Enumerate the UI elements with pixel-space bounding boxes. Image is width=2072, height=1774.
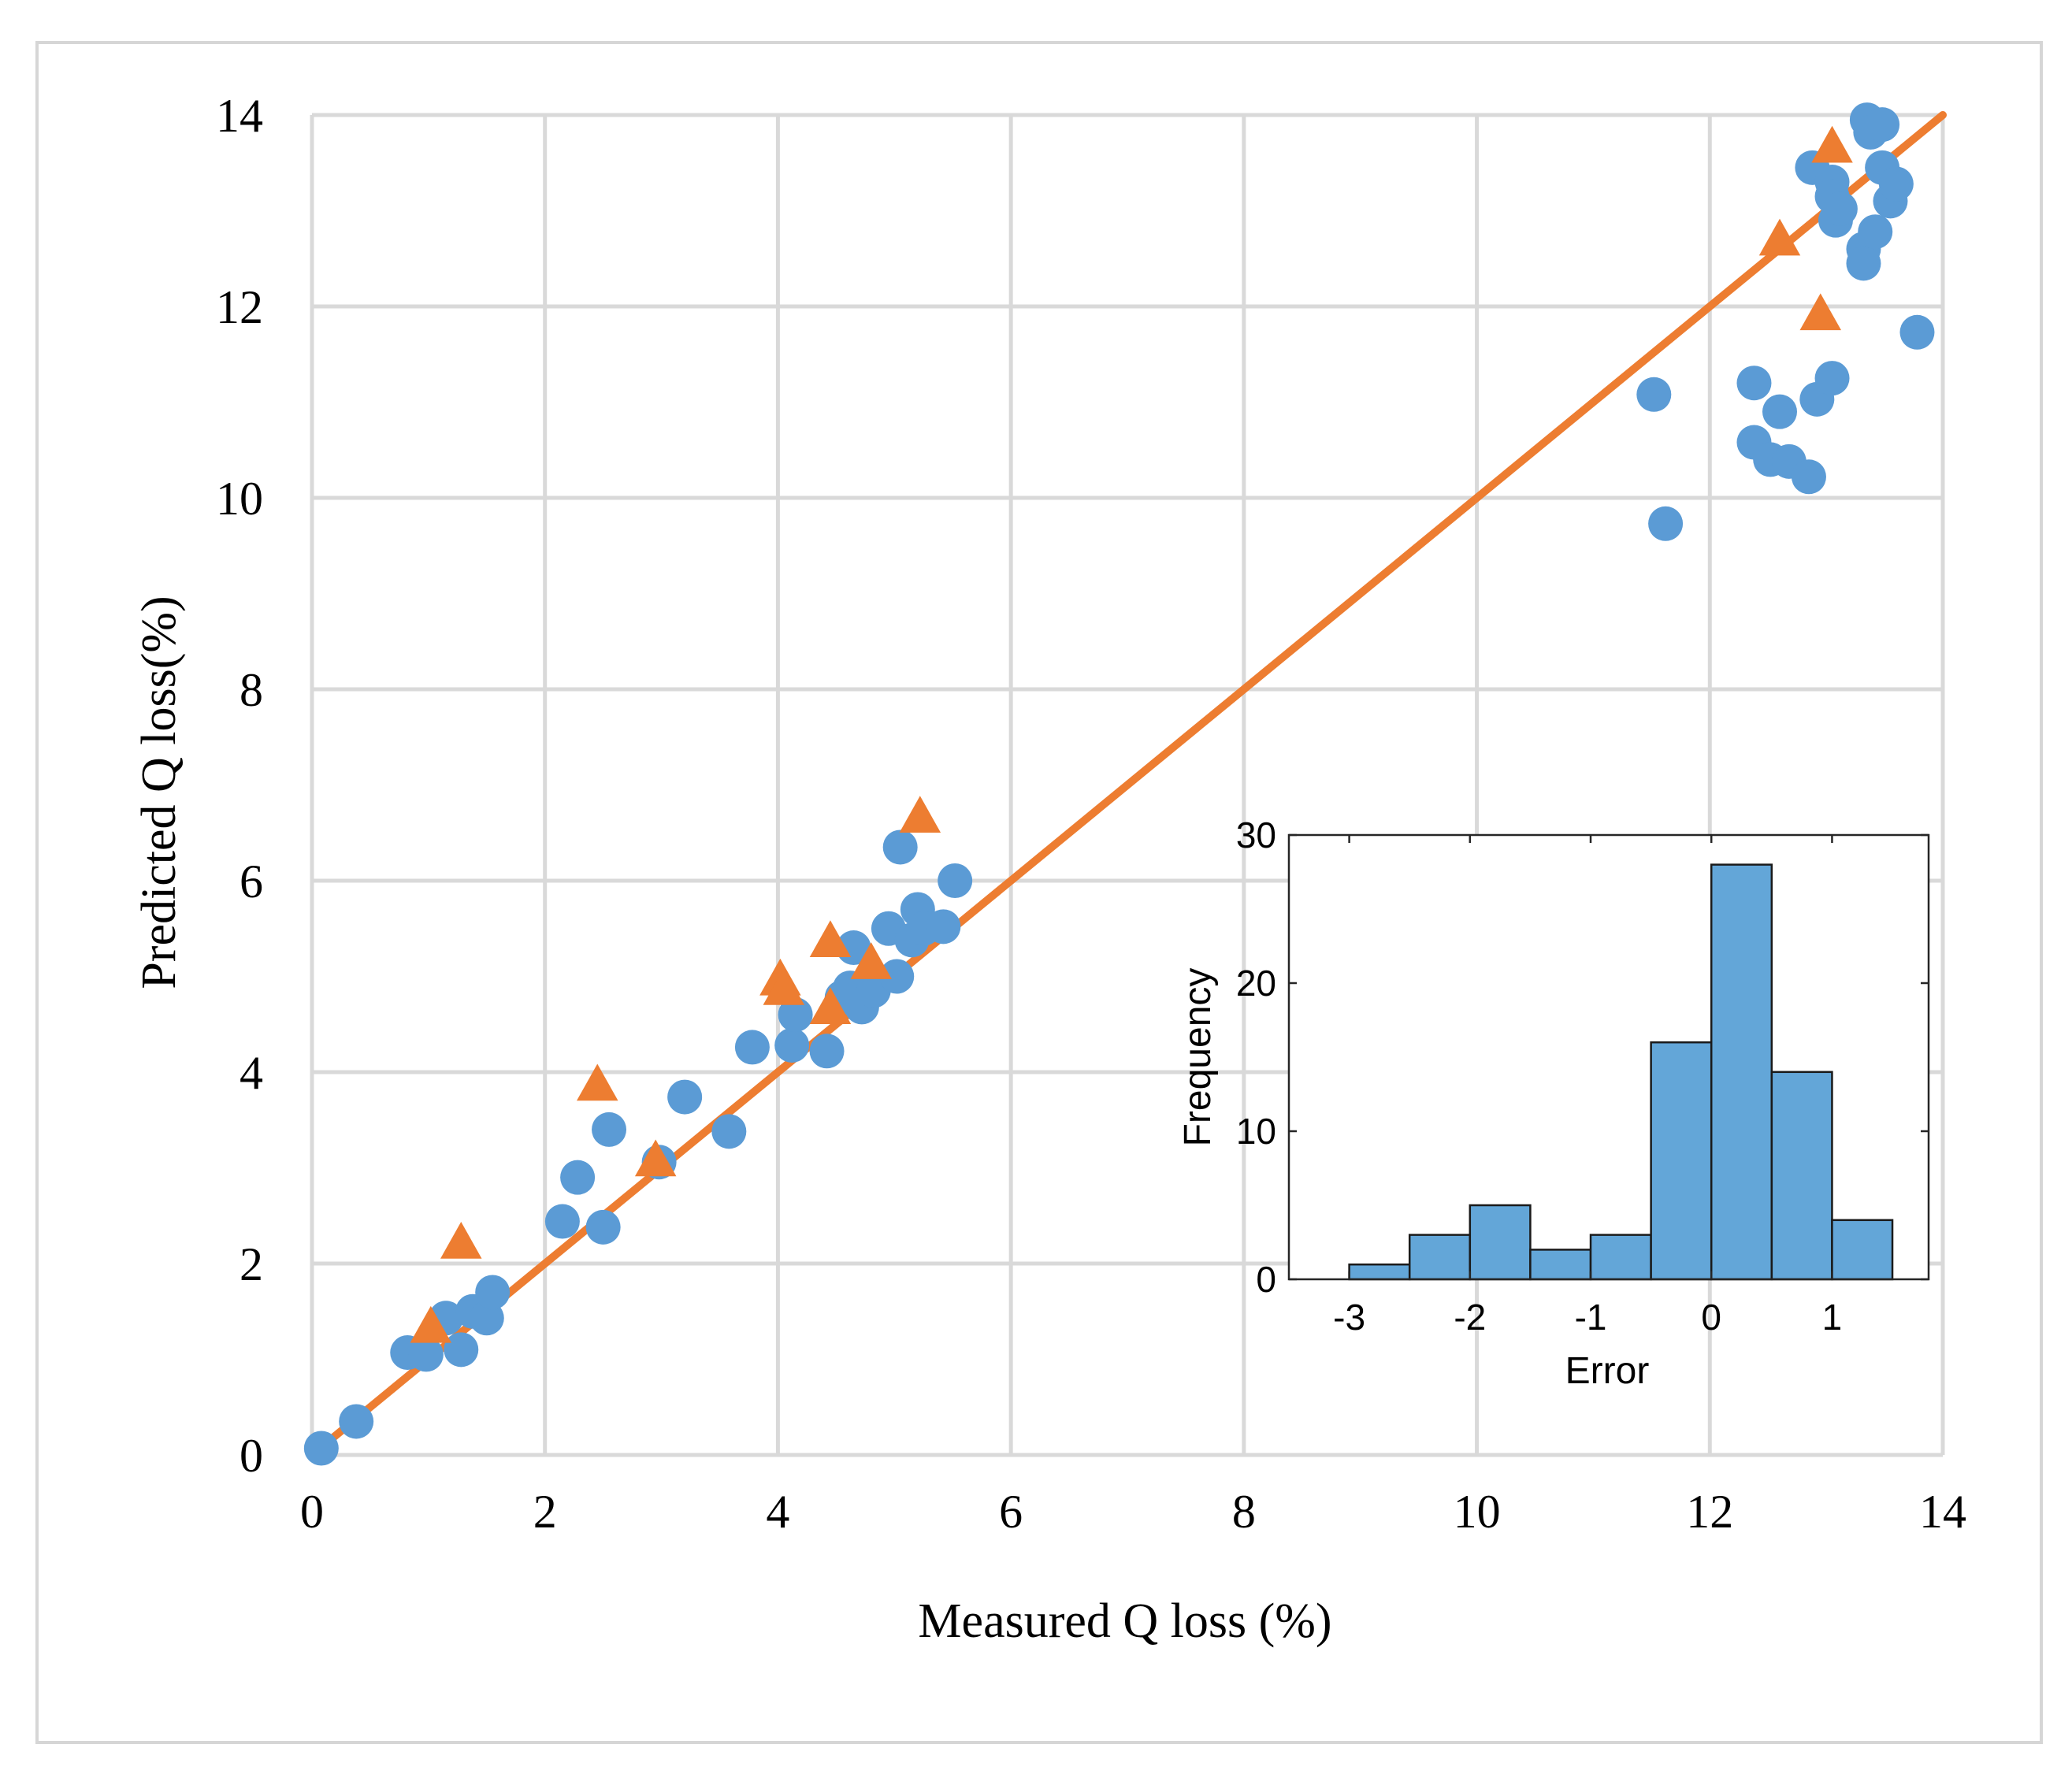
- circle-point: [809, 1034, 845, 1069]
- main-x-tick-label: 14: [1919, 1486, 1966, 1538]
- circle-point: [408, 1337, 444, 1372]
- inset-y-tick-label: 10: [1236, 1111, 1276, 1152]
- reference-line: [308, 111, 1947, 1459]
- inset-x-tick-label: 0: [1701, 1297, 1721, 1338]
- main-y-tick-label: 4: [240, 1047, 263, 1099]
- inset-y-tick-label: 30: [1236, 815, 1276, 855]
- main-x-tick-label: 8: [1232, 1486, 1256, 1538]
- main-series-triangles: [410, 125, 1853, 1343]
- circle-point: [711, 1114, 747, 1149]
- circle-point: [667, 1079, 703, 1115]
- circle-point: [1858, 214, 1893, 250]
- main-x-tick-label: 12: [1686, 1486, 1733, 1538]
- circle-point: [339, 1404, 374, 1439]
- triangle-point: [1799, 293, 1841, 331]
- histogram-bar: [1469, 1204, 1532, 1281]
- triangle-point: [1758, 218, 1801, 256]
- circle-point: [1865, 107, 1900, 143]
- main-y-tick-label: 2: [240, 1238, 263, 1290]
- circle-point: [1791, 459, 1826, 495]
- inset-x-tick-label: 1: [1822, 1297, 1843, 1338]
- triangle-point: [634, 1139, 677, 1177]
- circle-point: [1736, 366, 1772, 401]
- inset-x-axis-label: Error: [1565, 1350, 1650, 1392]
- histogram-bar: [1589, 1234, 1652, 1281]
- inset-y-tick-label: 0: [1256, 1259, 1276, 1300]
- main-y-tick-label: 14: [216, 90, 263, 142]
- circle-point: [938, 863, 973, 898]
- inset-y-tick-label: 20: [1236, 963, 1276, 1004]
- triangle-point: [850, 942, 892, 979]
- circle-point: [778, 997, 813, 1033]
- circle-point: [882, 829, 918, 865]
- inset-x-tick-label: -3: [1333, 1297, 1365, 1338]
- main-y-tick-label: 12: [216, 281, 263, 333]
- circle-point: [475, 1275, 511, 1310]
- histogram-bar: [1348, 1263, 1411, 1281]
- circle-point: [1899, 314, 1935, 350]
- circle-point: [560, 1160, 596, 1195]
- circle-point: [879, 959, 915, 994]
- inset-histogram-bars: [1348, 863, 1894, 1281]
- circle-point: [1648, 506, 1684, 541]
- circle-point: [734, 1030, 770, 1065]
- triangle-point: [1811, 125, 1853, 163]
- circle-point: [303, 1431, 339, 1466]
- triangle-point: [809, 987, 852, 1025]
- triangle-point: [577, 1063, 618, 1101]
- histogram-bar: [1529, 1249, 1592, 1281]
- main-x-tick-label: 0: [300, 1486, 324, 1538]
- circle-point: [469, 1301, 504, 1336]
- circle-point: [774, 1027, 810, 1063]
- main-x-tick-label: 2: [533, 1486, 557, 1538]
- main-reference-line-group: [308, 111, 1947, 1459]
- triangle-point: [899, 796, 941, 833]
- circle-point: [544, 1204, 580, 1239]
- main-y-axis-label: Predicted Q loss(%): [132, 596, 186, 989]
- main-y-tick-label: 6: [240, 855, 263, 907]
- circle-point: [585, 1209, 621, 1245]
- main-x-tick-label: 4: [766, 1486, 789, 1538]
- main-series-circles: [303, 102, 1935, 1466]
- circle-point: [926, 909, 961, 945]
- circle-point: [1814, 361, 1850, 396]
- histogram-bar: [1770, 1071, 1833, 1281]
- inset-x-tick-label: -2: [1454, 1297, 1486, 1338]
- triangle-point: [809, 920, 852, 957]
- histogram-bar: [1650, 1041, 1713, 1281]
- inset-x-tick-label: -1: [1575, 1297, 1607, 1338]
- histogram-bar: [1710, 863, 1773, 1281]
- main-x-tick-label: 10: [1454, 1486, 1501, 1538]
- histogram-bar: [1831, 1219, 1894, 1281]
- figure-frame: [35, 41, 2043, 1744]
- triangle-point: [763, 967, 805, 1005]
- main-y-tick-label: 0: [240, 1430, 263, 1482]
- circle-point: [1822, 191, 1858, 227]
- histogram-bar: [1408, 1234, 1472, 1281]
- circle-point: [1636, 377, 1672, 412]
- circle-point: [1878, 166, 1914, 202]
- circle-point: [1846, 246, 1881, 281]
- main-x-axis-label: Measured Q loss (%): [918, 1594, 1331, 1648]
- triangle-point: [440, 1221, 482, 1259]
- inset-y-axis-label: Frequency: [1177, 968, 1219, 1147]
- main-y-tick-label: 8: [240, 664, 263, 716]
- main-x-tick-label: 6: [999, 1486, 1023, 1538]
- inset-axes: [1287, 833, 1930, 1281]
- circle-point: [592, 1112, 627, 1147]
- circle-point: [444, 1332, 479, 1368]
- triangle-point: [410, 1305, 452, 1343]
- circle-point: [1762, 394, 1797, 429]
- main-y-tick-label: 10: [216, 473, 263, 525]
- inset-axes-box: [1287, 833, 1930, 1281]
